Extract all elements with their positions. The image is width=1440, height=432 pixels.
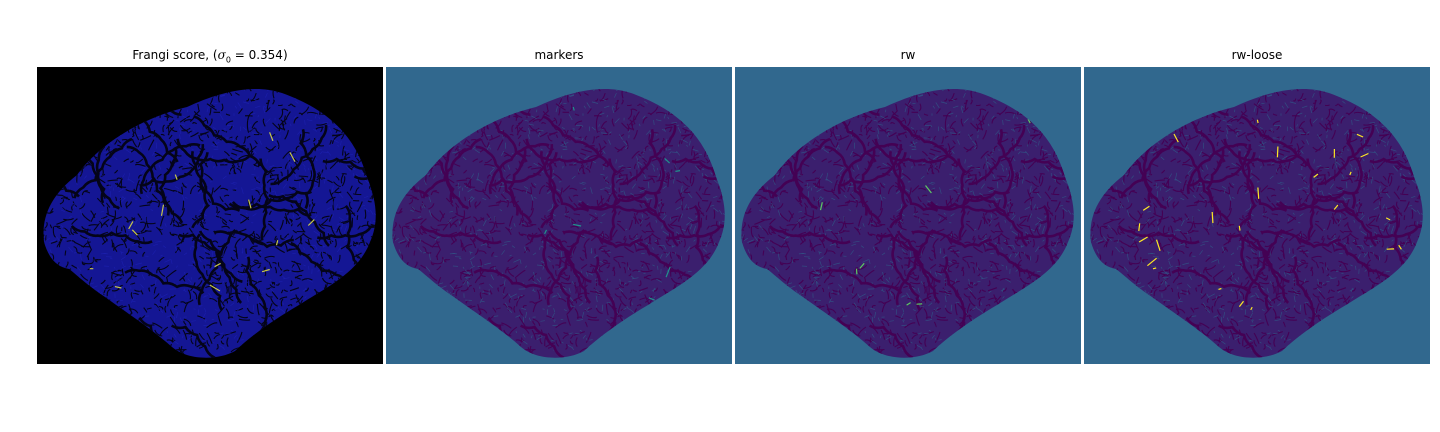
highlight-speck — [906, 302, 911, 306]
highlight-speck — [1356, 133, 1364, 138]
panel-title-markers: markers — [534, 48, 584, 62]
tissue-region — [43, 88, 376, 358]
frangi-score-image — [37, 67, 383, 364]
highlight-speck — [648, 297, 655, 301]
markers-image — [386, 67, 732, 364]
highlight-speck — [1257, 187, 1260, 199]
highlight-speck — [544, 229, 548, 235]
panel-title-frangi: Frangi score, (σ0 = 0.354) — [37, 48, 383, 64]
highlight-speck — [1349, 171, 1352, 176]
highlight-speck — [1138, 236, 1148, 243]
highlight-speck — [1313, 173, 1319, 178]
highlight-speck — [289, 152, 296, 162]
highlight-speck — [1238, 225, 1241, 231]
vessel-image-svg — [1084, 67, 1430, 364]
highlight-speck — [114, 286, 122, 289]
highlight-speck — [174, 174, 178, 180]
rw-image — [735, 67, 1081, 364]
highlight-speck — [675, 170, 681, 172]
highlight-speck — [131, 229, 138, 236]
highlight-speck — [160, 204, 165, 216]
highlight-speck — [1250, 306, 1253, 311]
highlight-speck — [307, 219, 315, 226]
sigma-symbol: σ — [217, 48, 226, 62]
highlight-speck — [248, 199, 252, 209]
highlight-speck — [1398, 244, 1402, 250]
highlight-speck — [1218, 287, 1222, 290]
highlight-speck — [209, 284, 221, 292]
vessel-image-svg — [37, 67, 383, 364]
highlight-speck — [275, 240, 279, 246]
tissue-region — [1090, 88, 1423, 358]
highlight-speck — [1360, 152, 1369, 158]
highlight-speck — [269, 132, 274, 142]
title-suffix: = 0.354) — [230, 48, 288, 62]
highlight-speck — [1211, 211, 1214, 224]
rw-loose-image — [1084, 67, 1430, 364]
highlight-speck — [1155, 239, 1161, 251]
vessel-image-svg — [386, 67, 732, 364]
highlight-speck — [925, 185, 932, 194]
highlight-speck — [1333, 204, 1339, 210]
highlight-speck — [1385, 217, 1391, 221]
highlight-speck — [572, 223, 582, 227]
highlight-speck — [819, 202, 823, 211]
highlight-speck — [664, 158, 671, 164]
highlight-speck — [1138, 223, 1141, 232]
highlight-speck — [859, 262, 865, 269]
highlight-speck — [665, 266, 671, 278]
tissue-region — [392, 88, 725, 358]
highlight-speck — [1152, 267, 1157, 270]
title-prefix: Frangi score, ( — [132, 48, 218, 62]
panel-title-rw: rw — [900, 48, 916, 62]
highlight-speck — [1238, 300, 1244, 307]
highlight-speck — [1027, 118, 1031, 124]
highlight-speck — [1142, 205, 1150, 211]
sigma-subscript: 0 — [225, 55, 231, 65]
vessel-image-svg — [735, 67, 1081, 364]
panel-title-rw-loose: rw-loose — [1231, 48, 1283, 62]
highlight-speck — [1276, 146, 1279, 158]
highlight-speck — [1173, 133, 1179, 143]
highlight-speck — [261, 268, 270, 273]
highlight-speck — [214, 262, 221, 268]
highlight-speck — [1147, 257, 1157, 267]
highlight-speck — [128, 221, 134, 230]
tissue-region — [741, 88, 1074, 358]
highlight-speck — [572, 106, 575, 111]
highlight-speck — [1256, 119, 1259, 124]
